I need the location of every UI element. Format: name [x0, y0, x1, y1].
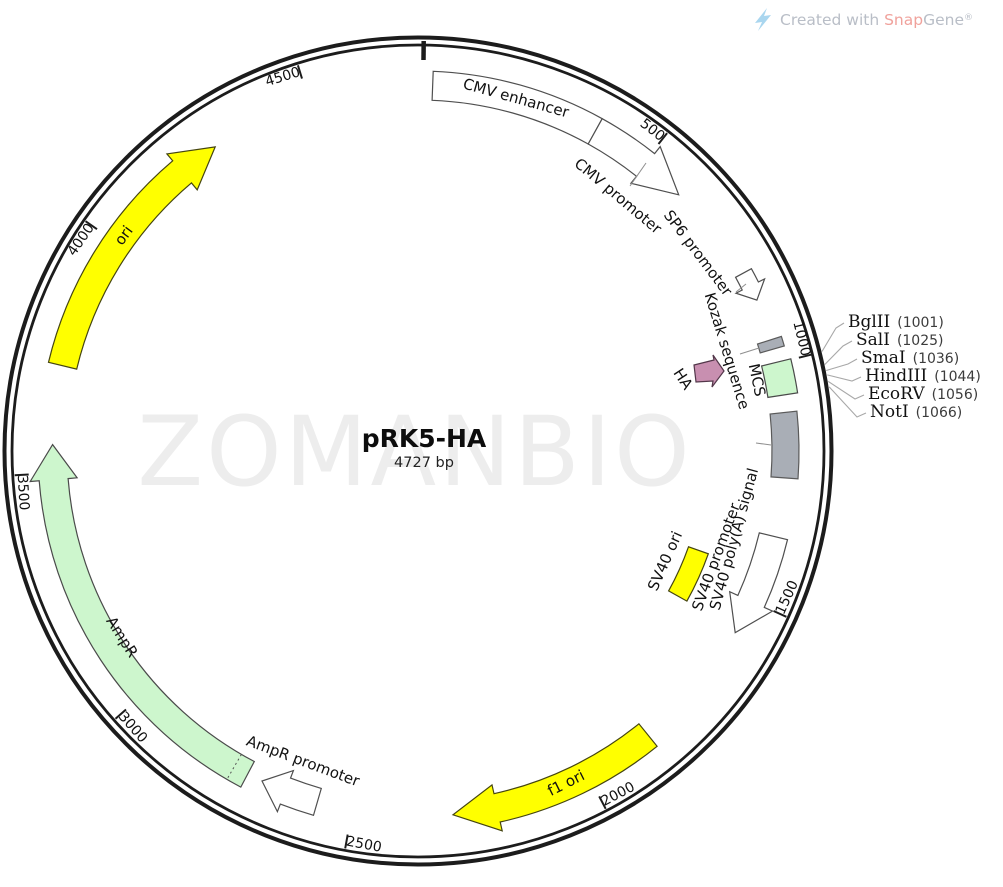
leader-line-smai [826, 358, 858, 372]
leader-line-kozak [739, 347, 760, 355]
ruler-tick-3000 [114, 708, 127, 720]
feature-cmv-promoter-arrow [587, 117, 680, 196]
ruler-tick-1000 [798, 353, 813, 359]
feature-f1-ori-arrow [451, 722, 658, 832]
restriction-site-bglii: BglII (1001) [848, 312, 944, 332]
restriction-site-hindiii: HindIII (1044) [865, 366, 981, 386]
ruler-label-4500: 4500 [263, 64, 302, 90]
ruler-tick-4500 [296, 65, 303, 79]
feature-sp6-promoter-arrow [734, 267, 766, 301]
ruler-tick-2000 [598, 795, 607, 810]
leader-line-sali [824, 340, 853, 365]
snapgene-credit: Created with SnapGene® [755, 8, 973, 31]
snapgene-bolt-icon [755, 8, 771, 31]
leader-line-cmv-promoter [629, 162, 647, 187]
backbone-inner-circle [10, 43, 826, 859]
feature-ori-arrow [47, 146, 217, 370]
leader-line-noti [828, 386, 867, 418]
feature-ampr-arrow [29, 443, 256, 788]
plasmid-size: 4727 bp [394, 455, 454, 471]
restriction-site-sali: SalI (1025) [856, 330, 944, 350]
leader-line-hindiii [827, 374, 862, 382]
restriction-site-smai: SmaI (1036) [861, 348, 959, 368]
restriction-site-ecorv: EcoRV (1056) [868, 384, 978, 404]
plasmid-name: pRK5-HA [362, 424, 487, 453]
ruler-tick-1500 [773, 610, 787, 618]
feature-label-ha-tag: HA [670, 365, 697, 393]
snapgene-credit-text: Created with SnapGene® [780, 11, 973, 29]
ruler-label-2500: 2500 [345, 834, 383, 856]
ruler-tick-500 [657, 132, 668, 145]
feature-label-kozak: Kozak sequence [701, 290, 754, 411]
feature-mcs [760, 358, 799, 399]
feature-sv40-polya-signal [769, 410, 800, 480]
ruler-tick-3500 [14, 473, 29, 477]
leader-line-ecorv [827, 380, 865, 400]
feature-ampr-promoter-arrow [261, 769, 323, 817]
watermark: ZOMANBIO [137, 396, 692, 508]
leader-line-sv40-polya [755, 442, 772, 446]
leader-line-sp6-promoter [735, 283, 747, 293]
ruler-tick-4000 [84, 220, 98, 231]
leader-line-bglii [821, 322, 845, 352]
backbone-outer-circle [2, 35, 834, 867]
feature-sv40-ori [667, 546, 710, 602]
feature-sv40-promoter-arrow [728, 532, 789, 634]
feature-label-sp6-promoter: SP6 promoter [660, 207, 737, 300]
feature-kozak-sequence [756, 335, 786, 354]
ruler-tick-2500 [344, 834, 349, 849]
restriction-site-noti: NotI (1066) [870, 402, 962, 422]
feature-ha-tag-arrow [693, 354, 725, 388]
ruler-label-3500: 3500 [14, 474, 32, 511]
